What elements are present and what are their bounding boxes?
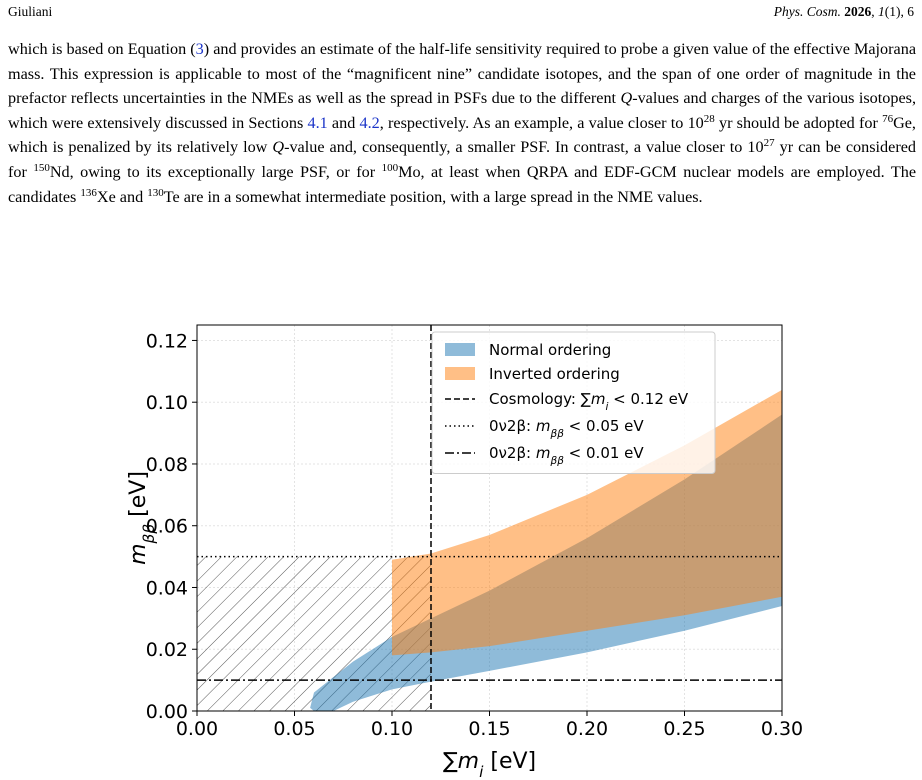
label-part: m bbox=[591, 390, 606, 408]
superscript: 130 bbox=[147, 186, 164, 199]
superscript: 28 bbox=[703, 112, 715, 125]
text: ) and provides an estimate of the half-l… bbox=[8, 40, 916, 108]
label-part: i bbox=[605, 401, 608, 413]
y-tick-label: 0.00 bbox=[146, 701, 188, 723]
text: Nd, owing to its exceptionally large PSF… bbox=[49, 162, 382, 181]
label-part: m bbox=[126, 543, 151, 564]
math: Q bbox=[620, 89, 633, 108]
label-part: [eV] bbox=[126, 471, 151, 524]
text: yr can be considered for bbox=[8, 138, 916, 181]
x-tick-label: 0.25 bbox=[663, 718, 705, 740]
text: -values and charges of the various isoto… bbox=[8, 89, 916, 132]
superscript: 150 bbox=[33, 161, 50, 174]
text: which is based on Equation ( bbox=[8, 40, 196, 58]
label-part: m bbox=[536, 417, 551, 435]
x-axis-label: ∑mi [eV] bbox=[443, 749, 536, 780]
x-tick-label: 0.05 bbox=[273, 718, 315, 740]
label-part: < 0.01 eV bbox=[564, 444, 644, 462]
text: Te are in a somewhat intermediate positi… bbox=[163, 187, 703, 206]
label-part: ββ bbox=[550, 428, 565, 440]
plot-frame bbox=[196, 324, 783, 712]
superscript: 27 bbox=[763, 137, 775, 150]
equation-link[interactable]: 3 bbox=[195, 40, 204, 58]
superscript: 136 bbox=[80, 186, 97, 199]
legend-label: Inverted ordering bbox=[489, 365, 620, 383]
text: yr should be adopted for bbox=[714, 113, 883, 132]
x-tick-label: 0.00 bbox=[176, 718, 218, 740]
label-part: 0ν2β: bbox=[489, 417, 536, 435]
legend-label: 0ν2β: mββ < 0.05 eV bbox=[489, 417, 644, 440]
y-tick-label: 0.06 bbox=[146, 516, 188, 538]
superscript: 100 bbox=[381, 161, 399, 174]
legend-label: 0ν2β: mββ < 0.01 eV bbox=[489, 444, 644, 467]
journal: Phys. Cosm. bbox=[773, 4, 841, 19]
year: 2026 bbox=[844, 4, 872, 19]
text: and bbox=[327, 113, 360, 132]
label-part: ββ bbox=[140, 524, 158, 545]
running-header: Giuliani Phys. Cosm. 2026, 1(1), 6 bbox=[8, 4, 914, 20]
label-part: [eV] bbox=[483, 749, 536, 774]
legend-patch bbox=[445, 367, 475, 380]
x-tick-label: 0.10 bbox=[371, 718, 413, 740]
text: Ge, which is penalized by its relatively… bbox=[8, 113, 916, 157]
label-part: Cosmology: ∑ bbox=[489, 390, 591, 408]
y-tick-label: 0.08 bbox=[146, 454, 188, 476]
text: Xe and bbox=[96, 187, 148, 206]
paragraph: which is based on Equation (3) and provi… bbox=[8, 37, 916, 209]
y-tick-label: 0.04 bbox=[146, 577, 188, 599]
superscript: 76 bbox=[882, 112, 894, 125]
legend-patch bbox=[445, 343, 475, 356]
y-tick-label: 0.10 bbox=[146, 392, 188, 414]
text: Mo, at least when QRPA and EDF-GCM nucle… bbox=[8, 162, 917, 206]
y-axis-label: mββ [eV] bbox=[126, 471, 158, 565]
label-part: ββ bbox=[550, 455, 565, 467]
section-link[interactable]: 4.1 bbox=[307, 113, 328, 132]
legend-label: Cosmology: ∑mi < 0.12 eV bbox=[489, 390, 689, 413]
issue-page: (1), 6 bbox=[884, 4, 914, 19]
x-tick-label: 0.30 bbox=[761, 718, 803, 740]
legend-label: Normal ordering bbox=[489, 341, 611, 359]
label-part: i bbox=[479, 763, 484, 780]
y-tick-label: 0.12 bbox=[146, 330, 188, 352]
label-part: 0ν2β: bbox=[489, 444, 536, 462]
label-part: < 0.12 eV bbox=[608, 390, 688, 408]
label-part: < 0.05 eV bbox=[564, 417, 644, 435]
legend-box bbox=[431, 331, 716, 474]
x-tick-label: 0.15 bbox=[468, 718, 510, 740]
x-tick-label: 0.20 bbox=[566, 718, 608, 740]
journal-info: Phys. Cosm. 2026, 1(1), 6 bbox=[773, 4, 914, 19]
math: Q bbox=[272, 138, 285, 157]
y-tick-label: 0.02 bbox=[146, 639, 188, 661]
label-part: m bbox=[536, 444, 551, 462]
label-part: ∑ bbox=[443, 749, 458, 774]
text: -value and, consequently, a smaller PSF.… bbox=[284, 138, 764, 157]
author: Giuliani bbox=[8, 4, 53, 19]
section-link[interactable]: 4.2 bbox=[359, 113, 380, 132]
text: , respectively. As an example, a value c… bbox=[379, 113, 704, 132]
volume: 1 bbox=[878, 4, 885, 19]
label-part: m bbox=[458, 749, 479, 774]
